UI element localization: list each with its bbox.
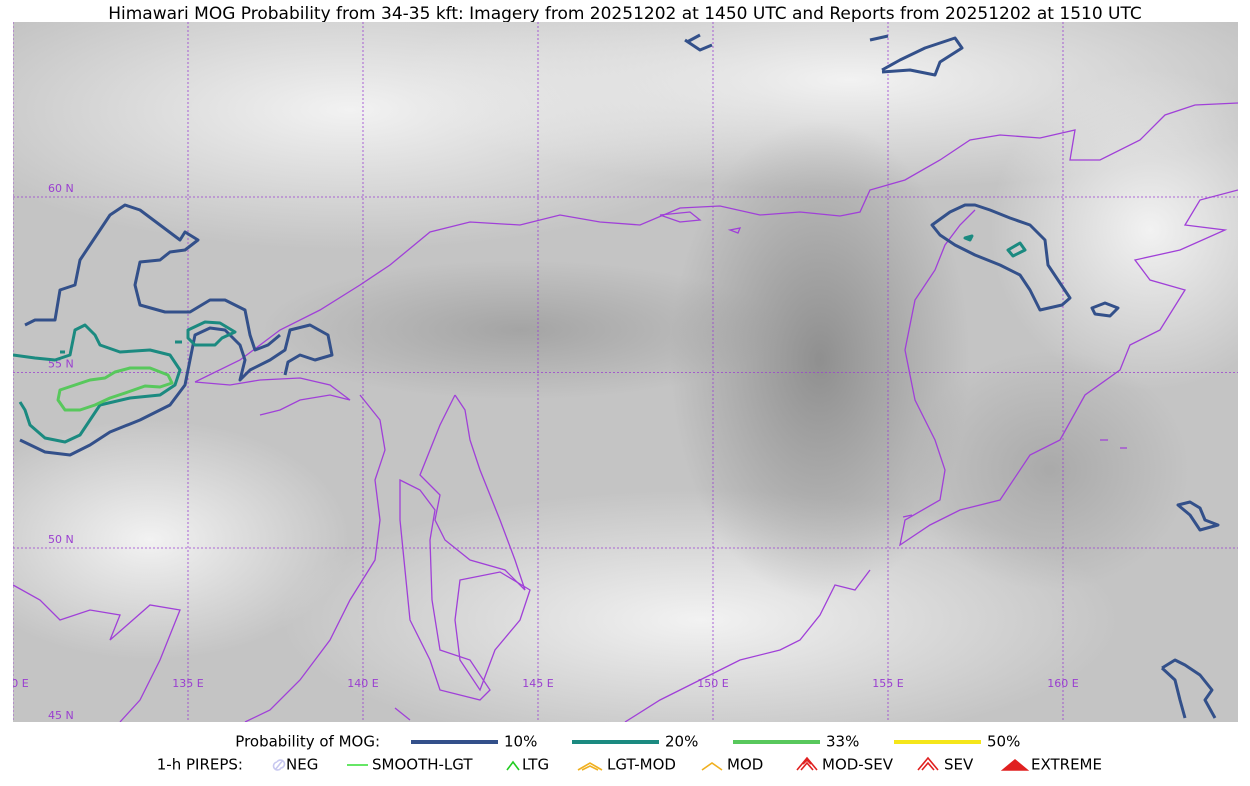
- mog-contours: [13, 33, 1220, 719]
- lon-label: 145 E: [522, 677, 553, 690]
- legend-label: 20%: [665, 733, 698, 751]
- legend-label: 33%: [826, 733, 859, 751]
- legend-label: LGT-MOD: [607, 756, 676, 774]
- lon-label: 130 E: [0, 677, 29, 690]
- legend-label: MOD: [727, 756, 763, 774]
- legend-label: NEG: [286, 756, 318, 774]
- title: Himawari MOG Probability from 34-35 kft:…: [108, 4, 1142, 24]
- legend: Probability of MOG: 1-h PIREPS: 10% 20% 33…: [157, 733, 1102, 774]
- lon-label: 155 E: [872, 677, 903, 690]
- pirep-icon: [577, 762, 603, 771]
- legend-label: LTG: [522, 756, 549, 774]
- lon-label: 160 E: [1047, 677, 1078, 690]
- pirep-icon: [796, 756, 818, 771]
- lon-label: 150 E: [697, 677, 728, 690]
- lon-label: 140 E: [347, 677, 378, 690]
- legend-label: EXTREME: [1031, 756, 1102, 774]
- lat-label: 50 N: [48, 533, 74, 546]
- lon-label: 135 E: [172, 677, 203, 690]
- pirep-icon: [917, 756, 939, 771]
- legend-title: 1-h PIREPS:: [157, 756, 243, 774]
- pirep-icon: [272, 759, 286, 771]
- legend-label: 50%: [987, 733, 1020, 751]
- pirep-icon: [701, 762, 723, 771]
- legend-title: Probability of MOG:: [235, 733, 380, 751]
- lat-label: 45 N: [48, 709, 74, 722]
- legend-label: MOD-SEV: [822, 756, 894, 774]
- legend-label: SEV: [944, 756, 974, 774]
- legend-label: 10%: [504, 733, 537, 751]
- coastlines: [13, 102, 1238, 722]
- pirep-icon: [1000, 758, 1030, 771]
- lat-label: 60 N: [48, 182, 74, 195]
- legend-label: SMOOTH-LGT: [372, 756, 473, 774]
- pirep-icon: [506, 760, 520, 771]
